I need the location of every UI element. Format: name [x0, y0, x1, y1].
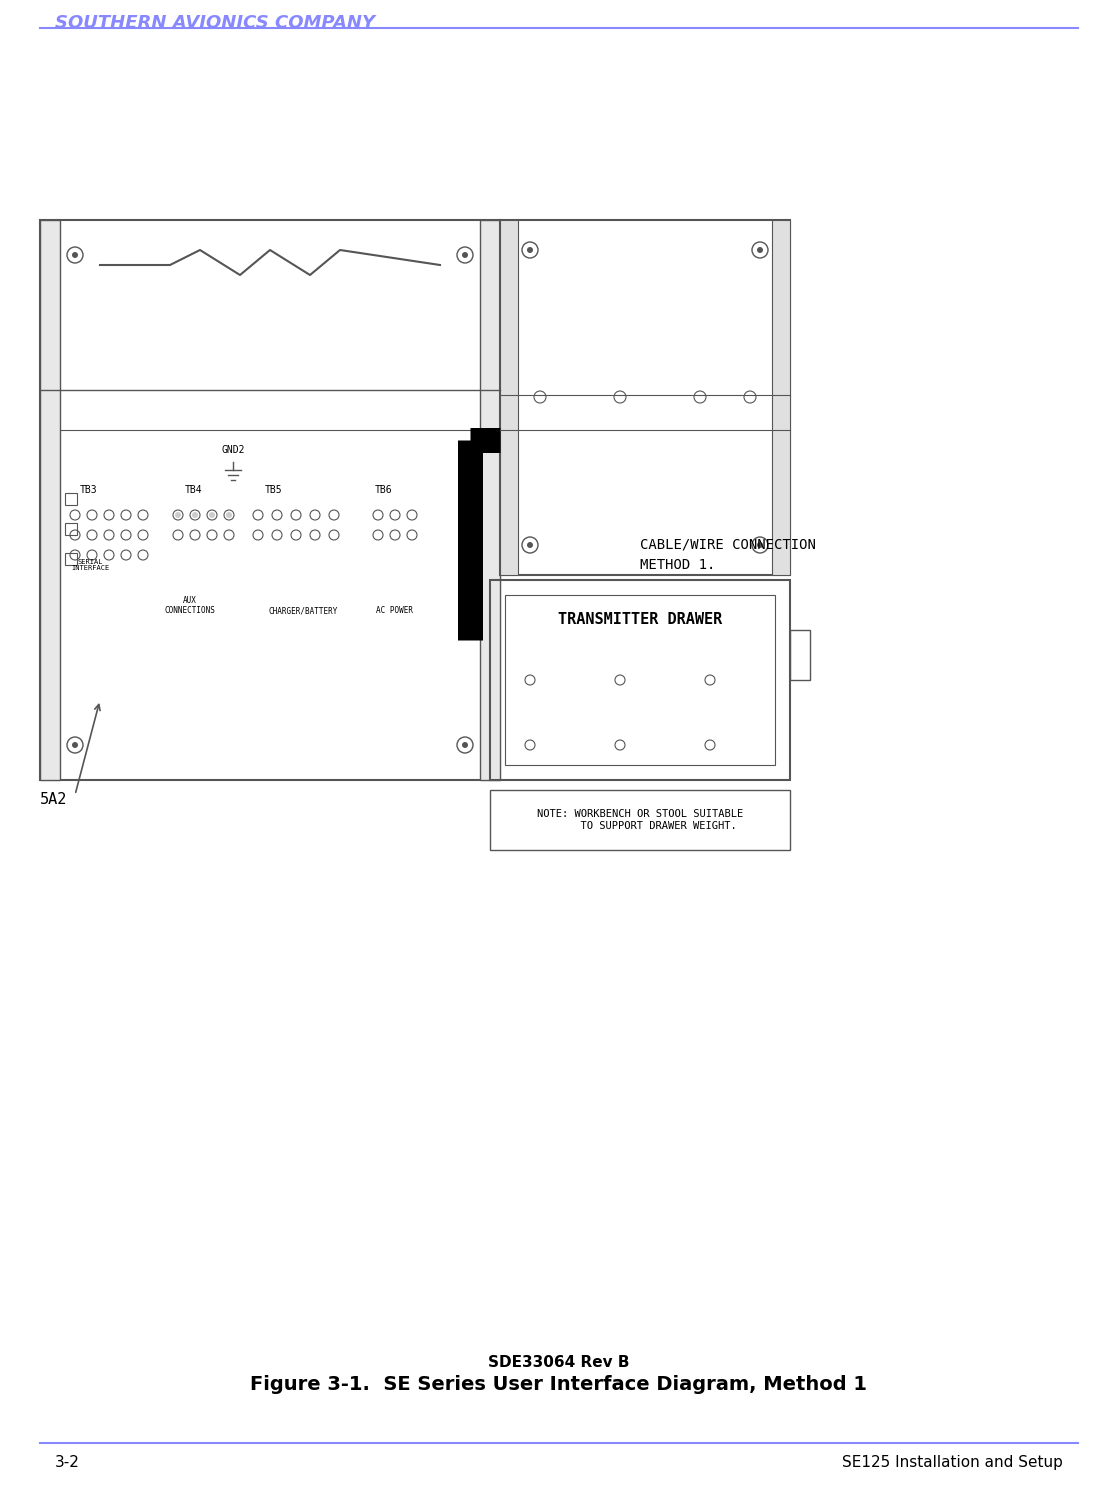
Bar — [500, 219, 790, 574]
Text: TB6: TB6 — [375, 485, 392, 495]
Text: TRANSMITTER DRAWER: TRANSMITTER DRAWER — [558, 613, 722, 628]
Bar — [790, 630, 811, 680]
Bar — [65, 554, 77, 565]
Circle shape — [176, 512, 181, 518]
Text: SERIAL
INTERFACE: SERIAL INTERFACE — [70, 558, 110, 571]
Circle shape — [462, 252, 468, 258]
Bar — [40, 219, 60, 780]
Text: Figure 3-1.  SE Series User Interface Diagram, Method 1: Figure 3-1. SE Series User Interface Dia… — [250, 1376, 868, 1394]
Text: AUX
CONNECTIONS: AUX CONNECTIONS — [164, 595, 216, 615]
Text: GND2: GND2 — [221, 445, 245, 455]
Bar — [40, 219, 500, 780]
Bar — [65, 492, 77, 504]
Text: SOUTHERN AVIONICS COMPANY: SOUTHERN AVIONICS COMPANY — [55, 13, 375, 31]
Circle shape — [527, 542, 533, 548]
Circle shape — [757, 542, 762, 548]
Text: 5A2: 5A2 — [40, 792, 67, 807]
Bar — [490, 580, 790, 780]
Circle shape — [72, 742, 78, 747]
Text: TB3: TB3 — [80, 485, 97, 495]
Circle shape — [192, 512, 198, 518]
Bar — [490, 789, 790, 850]
Text: SDE33064 Rev B: SDE33064 Rev B — [489, 1355, 629, 1370]
Text: SE125 Installation and Setup: SE125 Installation and Setup — [842, 1455, 1063, 1470]
Text: NOTE: WORKBENCH OR STOOL SUITABLE
      TO SUPPORT DRAWER WEIGHT.: NOTE: WORKBENCH OR STOOL SUITABLE TO SUP… — [537, 809, 743, 831]
Text: TB4: TB4 — [184, 485, 202, 495]
Bar — [505, 595, 775, 765]
Circle shape — [72, 252, 78, 258]
Bar — [773, 219, 790, 574]
Circle shape — [209, 512, 215, 518]
Bar — [480, 219, 500, 780]
Circle shape — [226, 512, 233, 518]
Circle shape — [462, 742, 468, 747]
Bar — [65, 524, 77, 536]
Text: CHARGER/BATTERY: CHARGER/BATTERY — [268, 606, 338, 615]
Text: TB5: TB5 — [265, 485, 283, 495]
Bar — [500, 219, 518, 574]
Text: METHOD 1.: METHOD 1. — [639, 558, 716, 571]
Circle shape — [527, 248, 533, 254]
Text: AC POWER: AC POWER — [377, 606, 414, 615]
Circle shape — [757, 248, 762, 254]
Text: CABLE/WIRE CONNECTION: CABLE/WIRE CONNECTION — [639, 539, 816, 552]
Text: 3-2: 3-2 — [55, 1455, 79, 1470]
